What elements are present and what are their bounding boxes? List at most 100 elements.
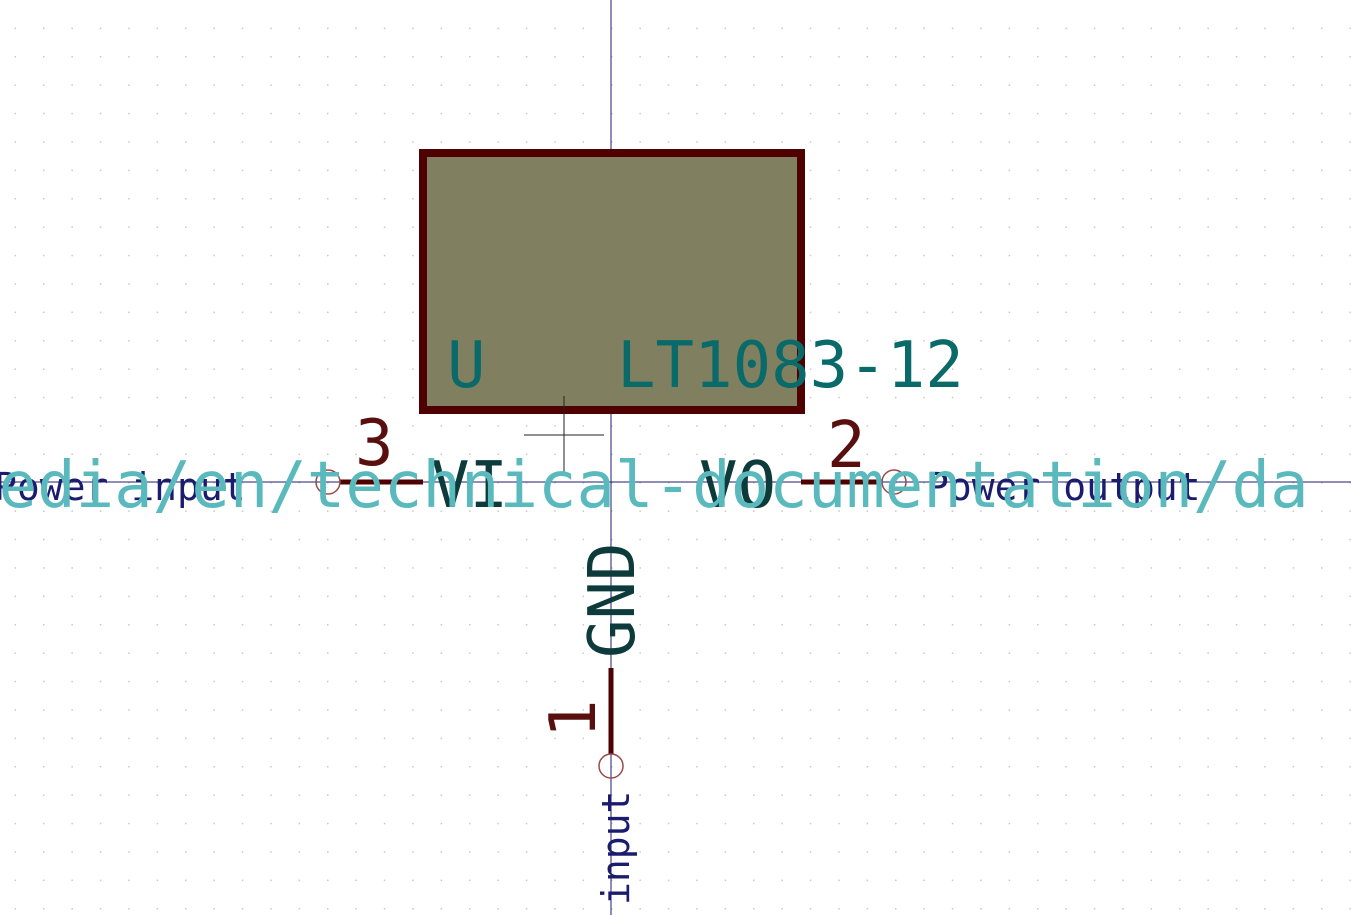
grid-dot [71, 112, 73, 115]
grid-dot [753, 794, 755, 796]
grid-dot [753, 652, 755, 654]
grid-dot [980, 766, 982, 768]
grid-dot [185, 254, 187, 257]
grid-dot [355, 141, 357, 143]
grid-dot [838, 680, 840, 683]
grid-dot [611, 851, 613, 853]
grid-dot [1065, 56, 1067, 58]
grid-dot [1150, 794, 1153, 796]
grid-dot [71, 425, 73, 427]
grid-dot [412, 567, 414, 569]
grid-dot [185, 112, 187, 115]
grid-dot [1150, 396, 1153, 399]
regulator-body[interactable] [419, 149, 805, 414]
grid-dot [1065, 482, 1067, 484]
grid-dot [213, 311, 215, 314]
grid-dot [1093, 56, 1096, 58]
grid-dot [99, 141, 102, 143]
grid-dot [1008, 27, 1011, 30]
grid-dot [469, 425, 471, 427]
pin-vo-endpoint[interactable] [881, 469, 907, 495]
grid-dot [1093, 141, 1096, 143]
grid-dot [14, 283, 17, 285]
grid-dot [241, 624, 244, 626]
grid-dot [71, 141, 73, 143]
grid-dot [1008, 482, 1011, 484]
grid-dot [809, 737, 812, 740]
grid-dot [1207, 737, 1209, 740]
pin-gnd[interactable] [598, 668, 624, 779]
grid-dot [1008, 538, 1011, 541]
grid-dot [1122, 538, 1124, 541]
pin-vi-endpoint[interactable] [315, 469, 341, 495]
grid-dot [497, 766, 499, 768]
pin-vi[interactable] [315, 469, 423, 495]
grid-dot [355, 340, 357, 342]
grid-dot [298, 567, 301, 569]
grid-dot [696, 908, 698, 910]
grid-dot [156, 112, 159, 115]
grid-dot [469, 567, 471, 569]
grid-dot [241, 510, 244, 512]
grid-dot [809, 169, 812, 172]
grid-dot [213, 56, 215, 58]
grid-dot [1065, 226, 1067, 228]
grid-dot [809, 368, 812, 370]
grid-dot [866, 254, 869, 257]
grid-dot [639, 510, 641, 512]
grid-dot [185, 709, 187, 711]
pin-vo[interactable] [801, 469, 907, 495]
grid-dot [525, 595, 528, 598]
grid-dot [1349, 198, 1351, 200]
grid-dot [923, 652, 925, 654]
grid-dot [525, 879, 528, 882]
grid-dot [1093, 226, 1096, 228]
grid-dot [1292, 396, 1295, 399]
grid-dot [270, 624, 272, 626]
grid-dot [1065, 538, 1067, 541]
grid-dot [1292, 141, 1295, 143]
grid-dot [14, 652, 17, 654]
grid-dot [71, 226, 73, 228]
value-field[interactable]: LT1083-12 [617, 329, 964, 403]
grid-dot [781, 766, 783, 768]
grid-dot [241, 794, 244, 796]
grid-dot [469, 709, 471, 711]
grid-dot [895, 311, 897, 314]
grid-dot [1264, 226, 1266, 228]
grid-dot [298, 538, 301, 541]
reference-field[interactable]: U [447, 329, 486, 403]
grid-dot [1008, 311, 1011, 314]
grid-dot [781, 482, 783, 484]
grid-dot [1008, 766, 1011, 768]
grid-dot [412, 737, 414, 740]
grid-dot [298, 709, 301, 711]
grid-dot [1321, 340, 1323, 342]
grid-dot [185, 538, 187, 541]
grid-dot [1207, 766, 1209, 768]
pin-gnd-endpoint[interactable] [598, 753, 624, 779]
grid-dot [1179, 198, 1181, 200]
grid-dot [99, 311, 102, 314]
grid-dot [1349, 652, 1351, 654]
grid-dot [1235, 368, 1238, 370]
grid-dot [241, 56, 244, 58]
grid-dot [128, 56, 130, 58]
grid-dot [71, 851, 73, 853]
grid-dot [639, 822, 641, 825]
grid-dot [298, 652, 301, 654]
grid-dot [1207, 851, 1209, 853]
grid-dot [809, 340, 812, 342]
grid-dot [866, 624, 869, 626]
grid-dot [923, 396, 925, 399]
grid-dot [440, 27, 443, 30]
grid-dot [14, 908, 17, 910]
grid-dot [1349, 283, 1351, 285]
grid-dot [128, 567, 130, 569]
grid-dot [156, 879, 159, 882]
datasheet-field[interactable]: media/en/technical-documentation/da [0, 449, 1309, 523]
grid-dot [270, 567, 272, 569]
grid-dot [724, 680, 727, 683]
grid-dot [1065, 652, 1067, 654]
